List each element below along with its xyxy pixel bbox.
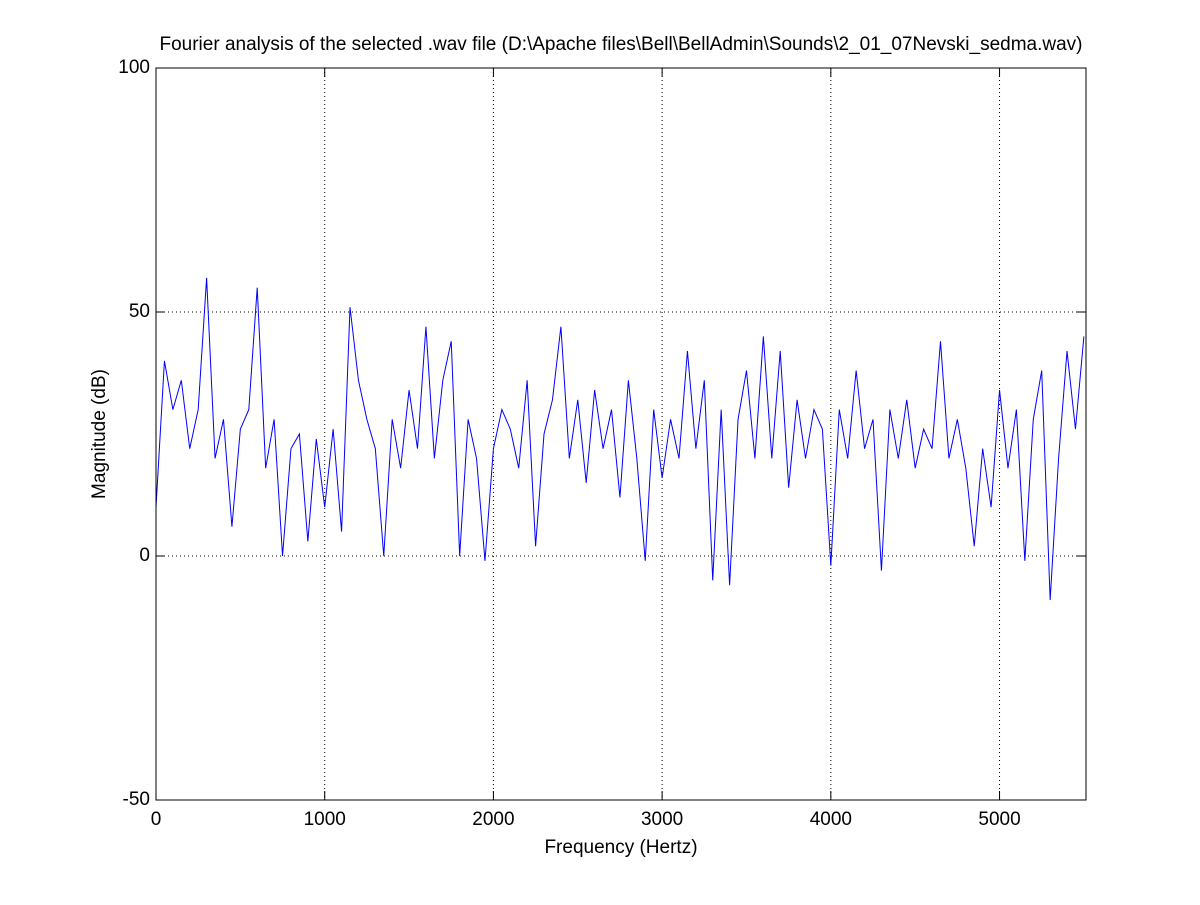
- axes-box: [155, 67, 1087, 801]
- plot: [155, 277, 1085, 600]
- spectrum-line: [155, 277, 1085, 600]
- y-tick-label: 50: [129, 301, 150, 322]
- y-tick-label: -50: [123, 789, 150, 810]
- x-tick-label: 4000: [810, 809, 852, 830]
- x-tick-label: 5000: [978, 809, 1020, 830]
- y-tick-label: 100: [118, 57, 150, 78]
- x-tick-label: 0: [151, 809, 162, 830]
- chart-title: Fourier analysis of the selected .wav fi…: [159, 34, 1082, 55]
- y-tick-label: 0: [139, 545, 150, 566]
- x-tick-label: 3000: [641, 809, 683, 830]
- x-tick-label: 1000: [304, 809, 346, 830]
- x-axis-label: Frequency (Hertz): [544, 837, 697, 858]
- x-tick-label: 2000: [472, 809, 514, 830]
- y-axis-label: Magnitude (dB): [89, 369, 110, 499]
